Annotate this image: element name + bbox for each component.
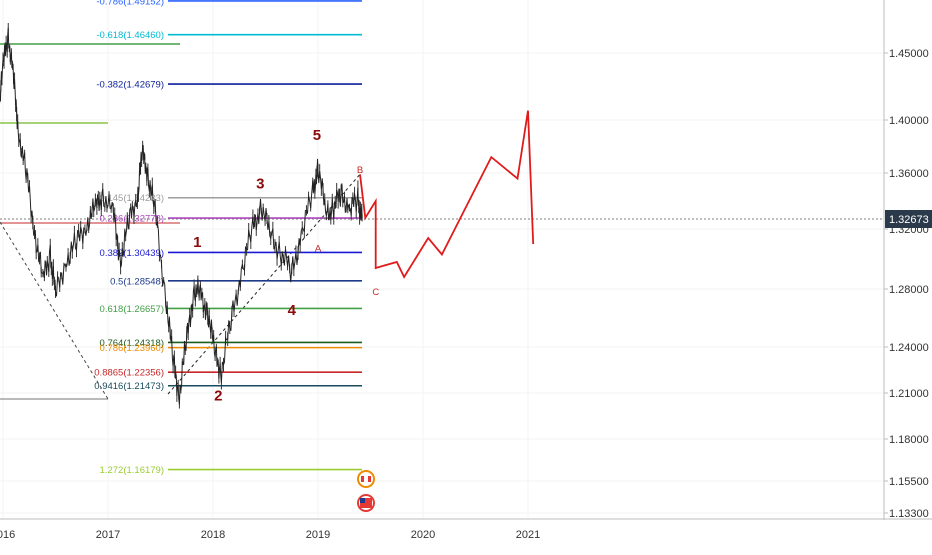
fib-level-label: 0.382(1.30439) (100, 248, 164, 259)
usa-flag-icon-stripes (360, 498, 372, 508)
abc-wave-label: B (357, 165, 363, 176)
x-tick-label: 2021 (516, 529, 540, 541)
wave-labels-layer: 1 2 3 4 5 A B C (193, 127, 379, 405)
x-tick-label: 2017 (96, 529, 120, 541)
projection-layer (359, 110, 535, 279)
fib-level-label: -0.786(1.49152) (96, 0, 164, 7)
elliott-wave-label: 3 (256, 175, 264, 192)
static-drawings (0, 43, 884, 400)
projection-path (359, 110, 535, 279)
usa-flag-icon-canton (360, 498, 365, 503)
fib-level-label: 0.145(1.34233) (100, 193, 164, 204)
axes-layer: 2016 2017 2018 2019 2020 2021 1.45000 1.40000 1.… (0, 0, 932, 541)
fib-level-label: 0.236(1.32778) (100, 214, 164, 225)
x-tick-label: 2019 (306, 529, 330, 541)
price-series-line (0, 27, 363, 405)
elliott-wave-label: 1 (193, 234, 201, 251)
fib-level-label: 0.8865(1.22356) (94, 368, 164, 379)
event-icons[interactable] (357, 470, 375, 512)
y-tick-label: 1.40000 (889, 115, 929, 127)
y-tick-label: 1.45000 (889, 48, 929, 60)
current-price-badge (885, 210, 932, 228)
fib-level-label: -0.618(1.46460) (96, 30, 164, 41)
dashed-trendline-left (0, 221, 109, 400)
abc-wave-label: C (372, 287, 379, 298)
elliott-wave-label: 5 (313, 127, 321, 144)
canada-flag-icon-white (364, 476, 368, 482)
fibonacci-levels: -0.786(1.49152) -0.618(1.46460) -0.382(1.4… (94, 0, 362, 476)
dashed-trendline-main (167, 171, 363, 395)
y-tick-label: 1.18000 (889, 434, 929, 446)
y-tick-label: 1.36000 (889, 168, 929, 180)
abc-wave-label: A (315, 244, 322, 255)
fib-level-label: 0.786(1.23960) (100, 343, 164, 354)
fib-level-label: 0.9416(1.21473) (94, 381, 164, 392)
grid-layer (0, 0, 884, 519)
x-tick-label: 2020 (411, 529, 435, 541)
y-tick-label: 1.15500 (889, 476, 929, 488)
y-tick-label: 1.21000 (889, 388, 929, 400)
elliott-wave-label: 4 (288, 302, 297, 319)
y-tick-label: 1.28000 (889, 284, 929, 296)
fib-level-label: 0.764(1.24318) (100, 338, 164, 349)
current-price-label: 1.32673 (889, 214, 929, 226)
y-tick-label: 1.13300 (889, 508, 929, 520)
fib-level-label: 0.5(1.28548) (110, 276, 164, 287)
fib-level-label: -0.382(1.42679) (96, 80, 164, 91)
price-series-layer (0, 23, 363, 409)
x-tick-label: 2016 (0, 529, 15, 541)
fib-level-label: 0.618(1.26657) (100, 304, 164, 315)
y-tick-label: 1.24000 (889, 342, 929, 354)
x-tick-label: 2018 (201, 529, 225, 541)
elliott-wave-label: 2 (214, 388, 222, 405)
fib-level-label: 1.272(1.16179) (100, 465, 164, 476)
